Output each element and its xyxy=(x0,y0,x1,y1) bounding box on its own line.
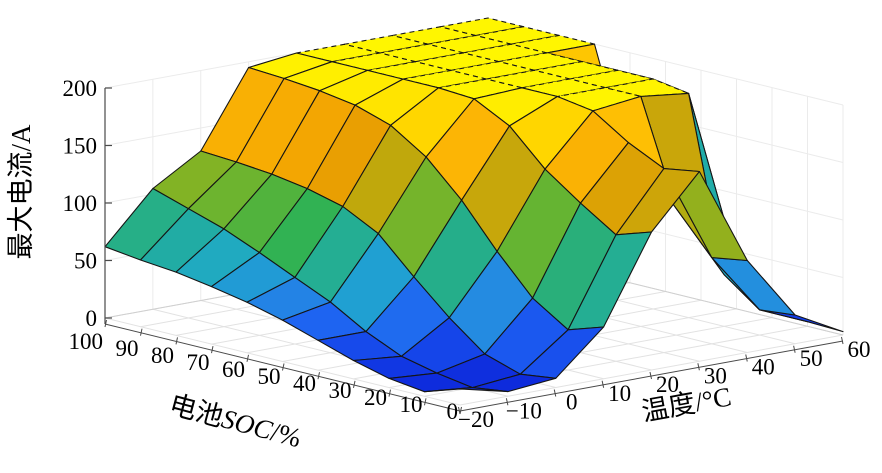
surface-facet xyxy=(439,17,525,37)
temp-axis-tick xyxy=(505,398,509,406)
z-tick-label: 0 xyxy=(86,306,98,331)
soc-axis-tick xyxy=(317,372,320,380)
temp-tick-label: 40 xyxy=(752,355,775,380)
temp-axis-tick xyxy=(841,336,844,345)
surface-facet xyxy=(556,87,642,112)
soc-tick-label: 100 xyxy=(69,329,104,354)
z-axis-title: 最大电流/A xyxy=(6,124,36,260)
temp-tick-label: 60 xyxy=(848,337,871,362)
surface-facet xyxy=(569,69,654,89)
floor-gridline xyxy=(104,317,461,406)
soc-axis-tick xyxy=(140,328,143,336)
surface-facet xyxy=(759,309,844,333)
temp-axis-tick xyxy=(553,389,557,397)
soc-axis-tick xyxy=(424,398,427,406)
temp-axis-tick xyxy=(601,380,605,388)
temp-tick-label: 0 xyxy=(566,390,578,415)
surface-facet xyxy=(485,69,571,89)
temp-axis-tick xyxy=(649,371,652,380)
temp-tick-label: 10 xyxy=(608,381,631,406)
soc-axis-tick xyxy=(246,354,249,362)
surface-facet xyxy=(379,43,464,63)
temp-tick-label: −10 xyxy=(506,398,542,423)
soc-axis-tick xyxy=(282,363,285,371)
soc-tick-label: 60 xyxy=(222,357,245,382)
surface-facet xyxy=(423,387,509,393)
soc-tick-label: 20 xyxy=(364,385,387,410)
surface-facet xyxy=(295,43,381,63)
soc-tick-label: 30 xyxy=(329,378,352,403)
soc-axis-tick xyxy=(353,380,356,389)
temp-axis-tick xyxy=(458,406,461,415)
soc-tick-label: 40 xyxy=(293,371,316,396)
temp-tick-label: 20 xyxy=(656,372,679,397)
z-tick-label: 150 xyxy=(63,134,98,159)
soc-axis-tick xyxy=(104,319,107,328)
surface-facet xyxy=(521,78,606,98)
temp-axis-tick xyxy=(793,345,796,353)
z-tick-label: 100 xyxy=(63,191,98,216)
surface-facet xyxy=(331,52,416,71)
temp-tick-label: 30 xyxy=(704,363,727,388)
soc-tick-label: 0 xyxy=(447,399,459,424)
surface-facet xyxy=(498,52,583,71)
z-tick-label: 50 xyxy=(74,249,97,274)
surface-facet xyxy=(427,34,512,54)
soc-axis-tick xyxy=(388,389,391,397)
soc-axis-tick xyxy=(175,337,178,345)
soc-axis-title: 电池SOC/% xyxy=(166,389,304,453)
temp-axis-tick xyxy=(745,354,748,362)
surface-facet xyxy=(475,26,560,45)
surface-facet xyxy=(533,61,619,80)
temp-axis-line xyxy=(459,340,844,412)
surface-facet xyxy=(343,34,429,54)
temp-axis-title: 温度/°C xyxy=(639,381,733,427)
soc-tick-label: 50 xyxy=(258,364,281,389)
surface-facet xyxy=(402,69,487,89)
soc-tick-label: 10 xyxy=(400,392,423,417)
surface-facet xyxy=(462,43,548,63)
soc-axis-tick xyxy=(211,345,214,354)
soc-axis-line xyxy=(104,323,461,412)
surface-facet xyxy=(391,26,477,45)
soc-tick-label: 80 xyxy=(151,343,174,368)
soc-tick-label: 90 xyxy=(116,336,139,361)
temp-tick-label: −20 xyxy=(458,407,494,432)
z-tick-label: 200 xyxy=(63,76,98,101)
temp-tick-label: 50 xyxy=(800,346,823,371)
soc-tick-label: 70 xyxy=(187,350,210,375)
temp-axis-tick xyxy=(697,363,700,371)
surface-facet xyxy=(414,52,500,71)
